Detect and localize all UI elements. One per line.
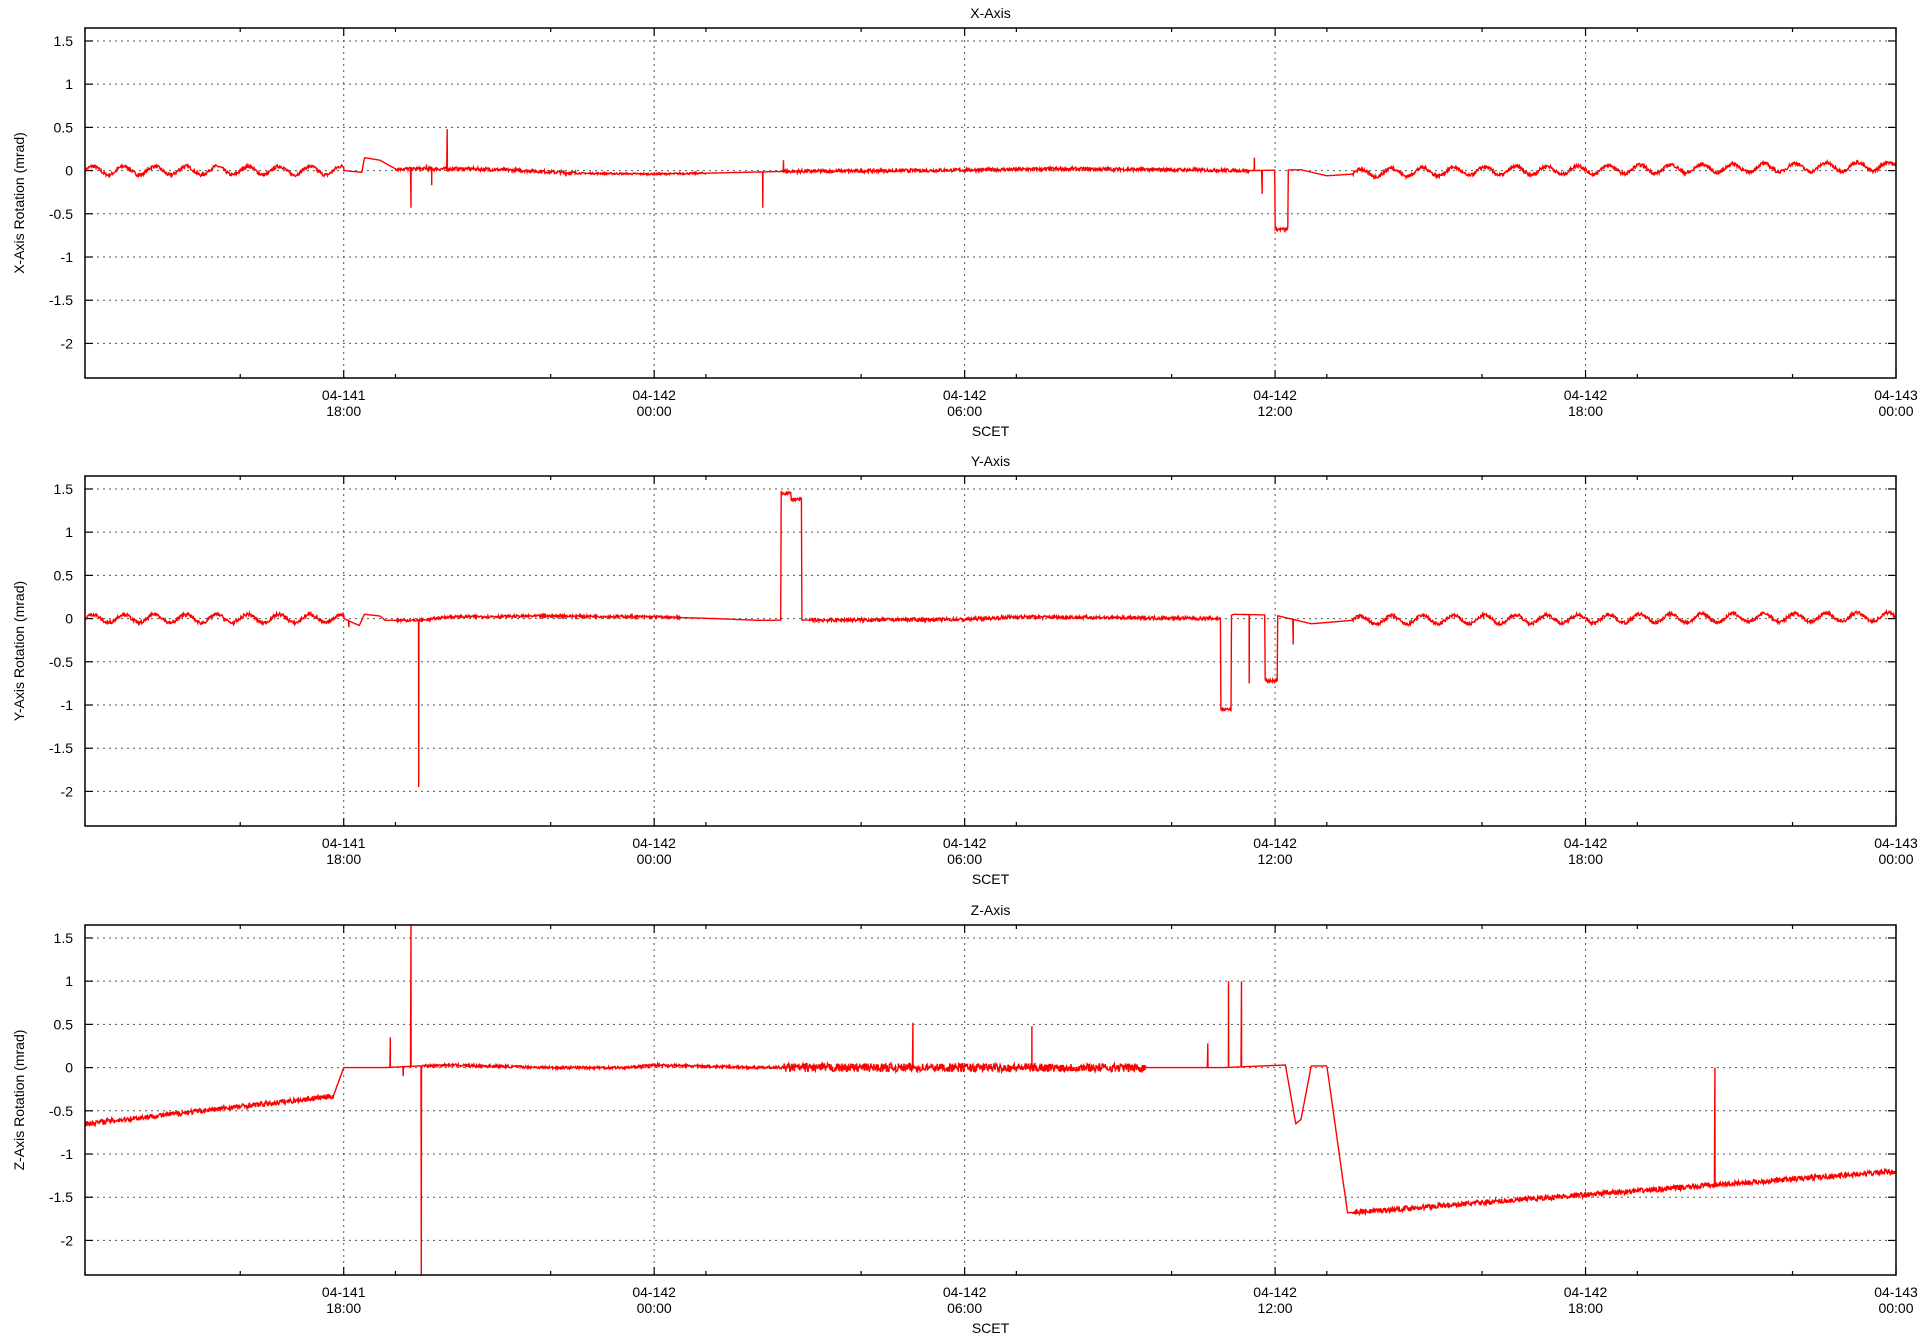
x-tick-label-date: 04-141 xyxy=(322,1284,366,1300)
x-tick-label-time: 18:00 xyxy=(326,403,361,419)
y-tick-label: -2 xyxy=(61,335,74,351)
x-tick-label-time: 18:00 xyxy=(326,1300,361,1316)
x-tick-label-time: 00:00 xyxy=(637,1300,672,1316)
y-tick-label: 0 xyxy=(65,1060,73,1076)
y-axis-label: Y-Axis Rotation (mrad) xyxy=(11,581,27,721)
x-tick-label-date: 04-142 xyxy=(1253,835,1297,851)
y-tick-label: -0.5 xyxy=(49,1103,73,1119)
data-series-line xyxy=(84,129,1897,234)
y-tick-label: -1 xyxy=(61,249,74,265)
x-tick-label-date: 04-143 xyxy=(1874,1284,1918,1300)
x-axis-label: SCET xyxy=(972,871,1010,887)
y-tick-label: -1.5 xyxy=(49,740,73,756)
x-tick-label-date: 04-141 xyxy=(322,835,366,851)
y-tick-label: 1.5 xyxy=(54,481,74,497)
data-series-line xyxy=(84,924,1897,1276)
x-tick-label-date: 04-142 xyxy=(1253,387,1297,403)
x-tick-label-date: 04-142 xyxy=(943,1284,987,1300)
y-tick-label: 0.5 xyxy=(54,1016,74,1032)
chart-title: Y-Axis xyxy=(971,453,1010,469)
y-tick-label: -0.5 xyxy=(49,654,73,670)
x-tick-label-time: 00:00 xyxy=(637,403,672,419)
x-tick-label-date: 04-143 xyxy=(1874,835,1918,851)
x-tick-label-date: 04-142 xyxy=(1564,1284,1608,1300)
x-tick-label-time: 12:00 xyxy=(1258,1300,1293,1316)
y-tick-label: -1.5 xyxy=(49,1189,73,1205)
x-axis-label: SCET xyxy=(972,1320,1010,1336)
y-axis-label: Z-Axis Rotation (mrad) xyxy=(11,1030,27,1171)
data-series-line xyxy=(84,490,1897,788)
plot-frame xyxy=(84,924,1897,1276)
y-tick-label: -1 xyxy=(61,697,74,713)
y-tick-label: 1 xyxy=(65,76,73,92)
y-tick-label: 1.5 xyxy=(54,33,74,49)
y-axis-label: X-Axis Rotation (mrad) xyxy=(11,132,27,274)
x-tick-label-time: 18:00 xyxy=(1568,403,1603,419)
y-tick-label: 0.5 xyxy=(54,567,74,583)
x-tick-label-date: 04-141 xyxy=(322,387,366,403)
x-tick-label-date: 04-143 xyxy=(1874,387,1918,403)
chart-title: X-Axis xyxy=(970,5,1010,21)
x-tick-label-time: 00:00 xyxy=(1878,851,1913,867)
y-tick-label: -2 xyxy=(61,1232,74,1248)
plot-frame xyxy=(84,27,1897,379)
y-tick-label: -1.5 xyxy=(49,292,73,308)
y-tick-label: 1 xyxy=(65,973,73,989)
chart-title: Z-Axis xyxy=(971,902,1011,918)
x-tick-label-time: 00:00 xyxy=(637,851,672,867)
plot-frame xyxy=(84,475,1897,827)
y-tick-label: 0 xyxy=(65,611,73,627)
x-tick-label-time: 06:00 xyxy=(947,851,982,867)
x-tick-label-time: 00:00 xyxy=(1878,1300,1913,1316)
x-tick-label-time: 00:00 xyxy=(1878,403,1913,419)
x-tick-label-time: 06:00 xyxy=(947,403,982,419)
x-tick-label-time: 06:00 xyxy=(947,1300,982,1316)
chart-panel-1: X-Axis1.510.50-0.5-1-1.5-204-14118:0004-… xyxy=(11,5,1918,439)
x-axis-label: SCET xyxy=(972,423,1010,439)
y-tick-label: 1.5 xyxy=(54,930,74,946)
x-tick-label-date: 04-142 xyxy=(632,387,676,403)
x-tick-label-date: 04-142 xyxy=(1564,835,1608,851)
x-tick-label-date: 04-142 xyxy=(1253,1284,1297,1300)
chart-panel-2: Y-Axis1.510.50-0.5-1-1.5-204-14118:0004-… xyxy=(11,453,1918,887)
x-tick-label-time: 18:00 xyxy=(1568,851,1603,867)
x-tick-label-time: 18:00 xyxy=(326,851,361,867)
x-tick-label-time: 18:00 xyxy=(1568,1300,1603,1316)
x-tick-label-date: 04-142 xyxy=(943,387,987,403)
y-tick-label: -0.5 xyxy=(49,206,73,222)
x-tick-label-date: 04-142 xyxy=(943,835,987,851)
x-tick-label-time: 12:00 xyxy=(1258,403,1293,419)
y-tick-label: 1 xyxy=(65,524,73,540)
y-tick-label: -2 xyxy=(61,783,74,799)
x-tick-label-date: 04-142 xyxy=(632,1284,676,1300)
y-tick-label: 0 xyxy=(65,163,73,179)
y-tick-label: -1 xyxy=(61,1146,74,1162)
x-tick-label-date: 04-142 xyxy=(1564,387,1608,403)
x-tick-label-date: 04-142 xyxy=(632,835,676,851)
x-tick-label-time: 12:00 xyxy=(1258,851,1293,867)
y-tick-label: 0.5 xyxy=(54,119,74,135)
chart-panel-3: Z-Axis1.510.50-0.5-1-1.5-204-14118:0004-… xyxy=(11,902,1918,1336)
